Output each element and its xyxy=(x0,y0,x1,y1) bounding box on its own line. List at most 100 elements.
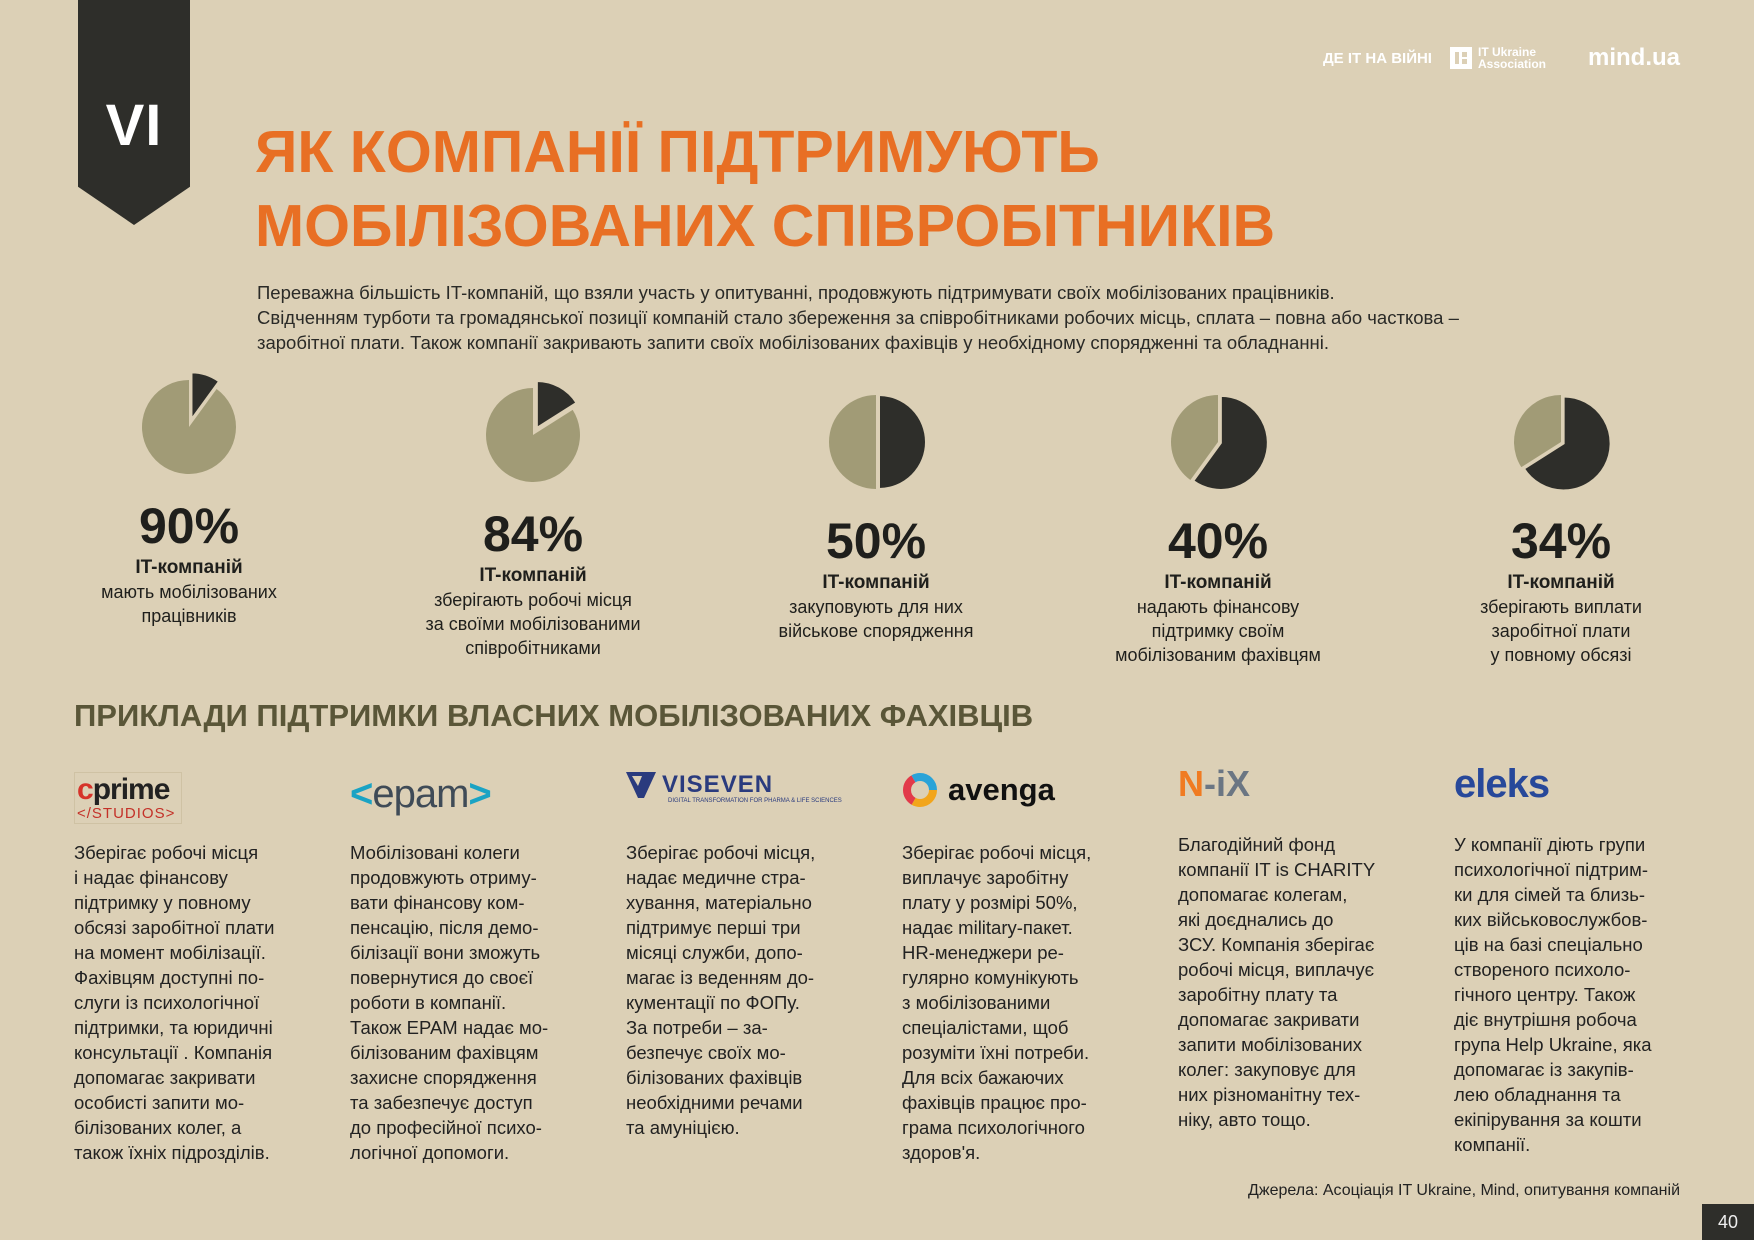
stat-unit: IT-компаній xyxy=(1507,572,1615,593)
company-description: Зберігає робочі місця, виплачує заробітну… xyxy=(902,840,1142,1165)
text-line: Для всіх бажаючих xyxy=(902,1067,1064,1088)
stat-description-line: зберігають виплати xyxy=(1480,597,1642,617)
text-line: екіпірування за кошти xyxy=(1454,1109,1642,1130)
text-line: білізованим фахівцям xyxy=(350,1042,539,1063)
pie-slice-remainder xyxy=(1191,394,1269,491)
text-line: За потреби – за- xyxy=(626,1017,768,1038)
stat-item: 50% IT-компаній закуповують для них військо… xyxy=(731,385,1021,643)
intro-line-3: заробітної плати. Також компанії закрива… xyxy=(257,332,1330,353)
pie-slice-share xyxy=(829,395,876,489)
stat-description-line: мають мобілізованих xyxy=(101,582,277,602)
pie-slice-remainder xyxy=(535,379,578,430)
text-line: ЗСУ. Компанія зберігає xyxy=(1178,934,1375,955)
text-line: логічної допомоги. xyxy=(350,1142,510,1163)
stat-unit: IT-компаній xyxy=(479,565,587,586)
text-line: кументації по ФОПу. xyxy=(626,992,800,1013)
pie-slice-share xyxy=(1171,395,1218,481)
pie-slice-share xyxy=(1514,395,1561,468)
text-line: ки для сімей та близь- xyxy=(1454,884,1646,905)
intro-line-2: Свідченням турботи та громадянської пози… xyxy=(257,307,1459,328)
stat-item: 84% IT-компаній зберігають робочі місця за … xyxy=(388,378,678,660)
text-line: плату у розмірі 50%, xyxy=(902,892,1078,913)
text-line: спеціалістами, щоб xyxy=(902,1017,1069,1038)
text-line: допомагає колегам, xyxy=(1178,884,1348,905)
stat-pie-chart xyxy=(142,371,236,474)
text-line: психологічної підтрим- xyxy=(1454,859,1648,880)
company-epam: <epam> Мобілізовані колеги продовжують от… xyxy=(350,772,590,1165)
company-cprime: cprime </STUDIOS> Зберігає робочі місця і… xyxy=(74,772,314,1165)
text-line: повернутися до своєї xyxy=(350,967,534,988)
text-line: Зберігає робочі місця xyxy=(74,842,259,863)
chapter-badge: VI xyxy=(78,0,190,225)
nix-logo: N-iX xyxy=(1178,763,1251,804)
stat-value: 50% xyxy=(825,513,927,569)
text-line: обсязі заробітної плати xyxy=(74,917,275,938)
stat-description-line: за своїми мобілізованими xyxy=(425,614,641,634)
text-line: гулярно комунікують xyxy=(902,967,1079,988)
stat-description: надають фінансову підтримку своїм мобілізо… xyxy=(1073,595,1363,667)
stat-description-line: зберігають робочі місця xyxy=(434,590,632,610)
examples-title: ПРИКЛАДИ ПІДТРИМКИ ВЛАСНИХ МОБІЛІЗОВАНИХ… xyxy=(74,698,1034,733)
stat-item: 90% IT-компаній мають мобілізованих працівн… xyxy=(44,370,334,628)
company-nix: N-iX Благодійний фонд компанії IT is CHAR… xyxy=(1178,764,1418,1132)
text-line: розуміти їхні потреби. xyxy=(902,1042,1090,1063)
text-line: на момент мобілізації. xyxy=(74,942,266,963)
stat-value: 34% xyxy=(1510,513,1612,569)
company-description: У компанії діють групи психологічної підт… xyxy=(1454,832,1694,1157)
text-line: компанії. xyxy=(1454,1134,1531,1155)
stat-pie-chart xyxy=(486,379,580,482)
text-line: підтримку у повному xyxy=(74,892,251,913)
page-title: ЯК КОМПАНІЇ ПІДТРИМУЮТЬ МОБІЛІЗОВАНИХ СП… xyxy=(255,115,1275,263)
text-line: створеного психоло- xyxy=(1454,959,1631,980)
stat-item: 34% IT-компаній зберігають виплати заробітн… xyxy=(1416,385,1706,667)
text-line: необхідними речами xyxy=(626,1092,803,1113)
text-line: які доєднались до xyxy=(1178,909,1334,930)
stat-unit: IT-компаній xyxy=(135,557,243,578)
pie-slice-share xyxy=(142,380,236,474)
text-line: слуги із психологічної xyxy=(74,992,260,1013)
company-eleks: eleks У компанії діють групи психологічно… xyxy=(1454,764,1694,1157)
text-line: них різноманітну тех- xyxy=(1178,1084,1361,1105)
text-line: Благодійний фонд xyxy=(1178,834,1336,855)
text-line: виплачує заробітну xyxy=(902,867,1069,888)
text-line: ких військовослужбов- xyxy=(1454,909,1648,930)
stat-description: мають мобілізованих працівників xyxy=(44,580,334,628)
text-line: Фахівцям доступні по- xyxy=(74,967,265,988)
company-description: Благодійний фонд компанії IT is CHARITY до… xyxy=(1178,832,1418,1132)
avenga-ring-icon xyxy=(903,773,937,807)
text-line: допомагає закривати xyxy=(74,1067,256,1088)
brand-bar: ДЕ IT НА ВІЙНІ IT Ukraine Association mi… xyxy=(1323,44,1680,72)
text-line: білізованих колег, а xyxy=(74,1117,242,1138)
title-line-1: ЯК КОМПАНІЇ ПІДТРИМУЮТЬ xyxy=(255,119,1100,185)
avenga-logo: avenga xyxy=(902,772,1142,830)
text-line: У компанії діють групи xyxy=(1454,834,1646,855)
text-line: та амуніцією. xyxy=(626,1117,740,1138)
viseven-mark-icon xyxy=(626,772,656,798)
text-line: білізованих фахівців xyxy=(626,1067,803,1088)
stat-description-line: у повному обсязі xyxy=(1490,645,1632,665)
text-line: роботи в компанії. xyxy=(350,992,507,1013)
text-line: та забезпечує доступ xyxy=(350,1092,533,1113)
stat-unit: IT-компаній xyxy=(1164,572,1272,593)
pie-slice-remainder xyxy=(878,393,927,491)
text-line: робочі місця, виплачує xyxy=(1178,959,1375,980)
eleks-logo: eleks xyxy=(1454,762,1550,806)
page-number: 40 xyxy=(1702,1204,1754,1240)
text-line: з мобілізованими xyxy=(902,992,1051,1013)
stat-description: зберігають робочі місця за своїми мобіліз… xyxy=(388,588,678,660)
stat-description-line: працівників xyxy=(141,606,237,626)
text-line: білізації вони зможуть xyxy=(350,942,541,963)
company-description: Зберігає робочі місця, надає медичне стра… xyxy=(626,840,866,1140)
text-line: і надає фінансову xyxy=(74,867,228,888)
company-viseven: VISEVEN DIGITAL TRANSFORMATION FOR PHARM… xyxy=(626,772,866,1140)
pie-slice-remainder xyxy=(1522,395,1612,492)
stat-item: 40% IT-компаній надають фінансову підтримку… xyxy=(1073,385,1363,667)
text-line: Зберігає робочі місця, xyxy=(626,842,816,863)
stat-pie-chart xyxy=(1514,395,1612,492)
text-line: захисне спорядження xyxy=(350,1067,537,1088)
sources-note: Джерела: Асоціація IT Ukraine, Mind, опи… xyxy=(1248,1182,1680,1199)
stat-value: 90% xyxy=(138,498,240,554)
text-line: компанії IT is CHARITY xyxy=(1178,859,1376,880)
stat-description-line: надають фінансову xyxy=(1136,597,1300,617)
stat-description-line: військове спорядження xyxy=(778,621,974,641)
